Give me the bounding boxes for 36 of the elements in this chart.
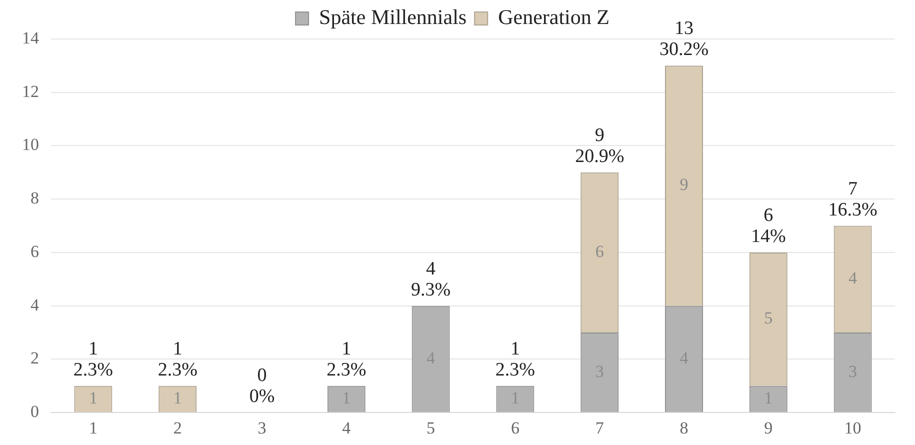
total-label: 1 2.3% — [158, 338, 198, 380]
total-label: 6 14% — [750, 204, 786, 247]
data-label: 1 — [173, 388, 182, 408]
y-tick-label: 2 — [30, 348, 39, 368]
data-label: 6 — [595, 242, 604, 261]
y-tick-label: 10 — [22, 135, 39, 154]
x-tick-label: 9 — [764, 418, 773, 438]
x-tick-label: 8 — [680, 418, 688, 438]
total-label: 4 9.3% — [411, 258, 451, 300]
data-label: 1 — [88, 388, 98, 408]
y-tick-label: 14 — [22, 28, 40, 48]
x-tick-label: 6 — [510, 418, 520, 438]
x-tick-label: 4 — [342, 418, 352, 438]
data-label: 4 — [848, 268, 858, 288]
data-label: 9 — [680, 175, 688, 194]
legend-label: Generation Z — [498, 5, 610, 30]
x-tick-label: 2 — [173, 418, 182, 438]
y-tick-label: 0 — [30, 402, 39, 422]
x-tick-label: 7 — [595, 418, 604, 438]
x-tick-label: 1 — [88, 418, 98, 438]
x-tick-label: 5 — [426, 418, 436, 438]
total-label: 0 0% — [249, 365, 275, 408]
total-label: 1 2.3% — [326, 338, 366, 380]
legend-label: Späte Millennials — [319, 5, 467, 30]
total-label: 1 2.3% — [495, 338, 536, 380]
total-label: 1 2.3% — [73, 338, 114, 380]
y-tick-label: 6 — [30, 242, 39, 261]
total-label: 9 20.9% — [575, 124, 624, 167]
total-label: 13 30.2% — [659, 18, 709, 60]
x-tick-label: 3 — [258, 418, 266, 438]
total-label: 7 16.3% — [828, 178, 878, 220]
y-tick-label: 12 — [22, 82, 39, 101]
x-tick-label: 10 — [844, 418, 862, 438]
data-label: 5 — [764, 308, 773, 328]
y-tick-label: 8 — [30, 188, 39, 208]
y-tick-label: 4 — [30, 295, 40, 314]
